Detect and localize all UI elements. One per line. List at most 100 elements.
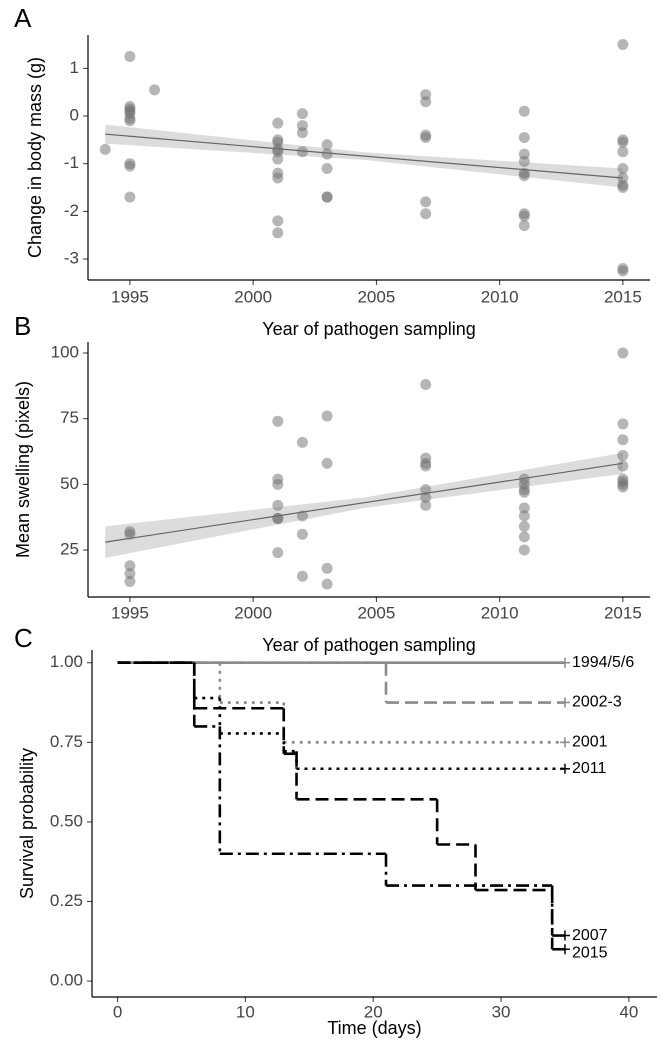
x-tick-label: 30 <box>492 1002 511 1021</box>
x-tick-label: 2010 <box>481 603 519 622</box>
point <box>321 410 333 422</box>
point <box>296 127 308 139</box>
point <box>420 499 432 511</box>
point <box>272 227 284 239</box>
point <box>296 570 308 582</box>
y-axis-title: Survival probability <box>17 748 37 899</box>
x-tick-label: 1995 <box>111 603 149 622</box>
point <box>149 84 161 96</box>
y-tick-label: -1 <box>64 153 79 172</box>
point <box>321 562 333 574</box>
x-tick-label: 1995 <box>111 287 149 306</box>
point <box>321 139 333 151</box>
point <box>420 131 432 143</box>
series-label: 2001 <box>572 734 608 751</box>
series-label: 1994/5/6 <box>572 654 634 671</box>
y-axis-title: Change in body mass (g) <box>25 57 45 258</box>
point <box>617 146 629 158</box>
point <box>321 191 333 203</box>
point <box>420 208 432 220</box>
point <box>272 478 284 490</box>
x-tick-label: 2010 <box>481 287 519 306</box>
panel-label: C <box>14 623 33 653</box>
point <box>296 510 308 522</box>
series-label: 2007 <box>572 927 608 944</box>
censor-mark <box>559 944 570 955</box>
x-axis-title: Year of pathogen sampling <box>262 319 476 339</box>
confidence-band <box>105 452 623 558</box>
series-label: 2011 <box>572 760 607 777</box>
trend-line <box>105 462 623 543</box>
point <box>296 146 308 158</box>
point <box>124 560 136 572</box>
point <box>518 131 530 143</box>
point <box>518 220 530 232</box>
point <box>272 153 284 165</box>
point <box>321 148 333 160</box>
point <box>99 143 111 155</box>
point <box>617 136 629 148</box>
point <box>124 528 136 540</box>
point <box>420 379 432 391</box>
y-axis-title: Mean swelling (pixels) <box>13 381 33 558</box>
point <box>617 182 629 194</box>
x-axis-title: Time (days) <box>327 1018 421 1038</box>
point <box>518 170 530 182</box>
y-tick-label: 0.50 <box>50 811 83 830</box>
y-tick-label: 100 <box>51 343 79 362</box>
point <box>321 457 333 469</box>
y-tick-label: 0.25 <box>50 891 83 910</box>
point <box>617 449 629 461</box>
point <box>124 568 136 580</box>
point <box>420 484 432 496</box>
point <box>321 162 333 174</box>
series-label: 2015 <box>572 944 608 961</box>
point <box>518 544 530 556</box>
point <box>124 576 136 588</box>
y-tick-label: 25 <box>60 539 79 558</box>
point <box>617 418 629 430</box>
point <box>272 415 284 427</box>
x-tick-label: 2005 <box>357 603 395 622</box>
x-tick-label: 10 <box>236 1002 255 1021</box>
point <box>518 155 530 167</box>
x-tick-label: 2015 <box>604 287 642 306</box>
point <box>420 460 432 472</box>
censor-mark <box>559 737 570 748</box>
point <box>617 39 629 51</box>
y-tick-label: -3 <box>64 249 79 268</box>
point <box>518 105 530 117</box>
point <box>296 528 308 540</box>
point <box>321 578 333 590</box>
y-tick-label: 0 <box>70 106 79 125</box>
point <box>272 172 284 184</box>
point <box>296 436 308 448</box>
y-tick-label: 50 <box>60 474 79 493</box>
point <box>272 117 284 129</box>
point <box>617 434 629 446</box>
x-tick-label: 2000 <box>234 603 272 622</box>
y-tick-label: -2 <box>64 201 79 220</box>
y-tick-label: 75 <box>60 408 79 427</box>
point <box>518 486 530 498</box>
point <box>518 520 530 532</box>
y-tick-label: 0.75 <box>50 732 83 751</box>
censor-mark <box>559 697 570 708</box>
trend-line <box>105 133 623 179</box>
point <box>272 215 284 227</box>
point <box>124 160 136 172</box>
point <box>518 510 530 522</box>
panel-label: B <box>14 311 31 341</box>
panel-label: A <box>14 3 32 33</box>
point <box>420 491 432 503</box>
x-axis-title: Year of pathogen sampling <box>262 635 476 655</box>
point <box>124 115 136 127</box>
y-tick-label: 1 <box>70 58 79 77</box>
point <box>272 512 284 524</box>
point <box>518 502 530 514</box>
x-tick-label: 0 <box>113 1002 122 1021</box>
series-label: 2002-3 <box>572 694 622 711</box>
point <box>124 191 136 203</box>
point <box>296 108 308 120</box>
